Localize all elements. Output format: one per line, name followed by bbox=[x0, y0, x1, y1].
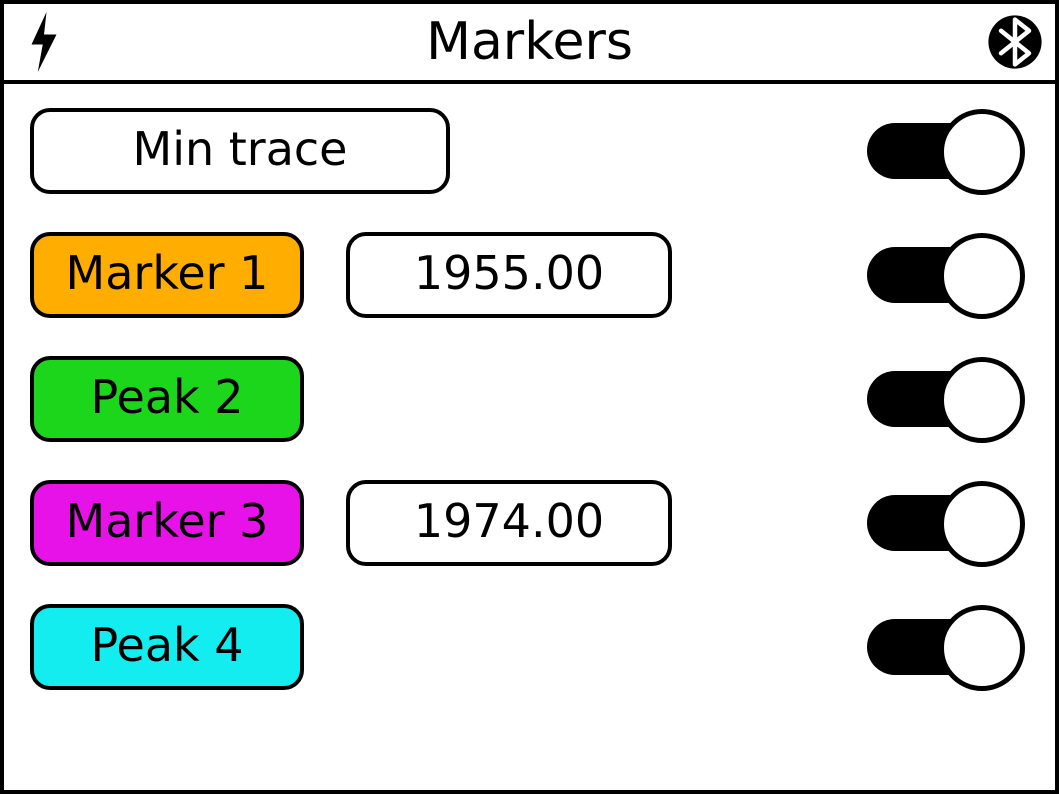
page-title: Markers bbox=[4, 12, 1055, 72]
min-trace-button[interactable]: Min trace bbox=[30, 108, 450, 194]
top-bar: Markers bbox=[4, 4, 1055, 80]
peak-2-button[interactable]: Peak 2 bbox=[30, 356, 304, 442]
flash-icon bbox=[16, 14, 72, 70]
row-marker-1: Marker 1 1955.00 bbox=[30, 232, 1025, 318]
marker-1-button[interactable]: Marker 1 bbox=[30, 232, 304, 318]
marker-3-value[interactable]: 1974.00 bbox=[346, 480, 672, 566]
bluetooth-icon bbox=[987, 14, 1043, 70]
marker-1-toggle[interactable] bbox=[865, 233, 1025, 317]
device-frame: Markers Min trace Marker 1 1955.00 Peak bbox=[0, 0, 1059, 794]
row-peak-2: Peak 2 bbox=[30, 356, 1025, 442]
peak-2-toggle[interactable] bbox=[865, 357, 1025, 441]
row-marker-3: Marker 3 1974.00 bbox=[30, 480, 1025, 566]
marker-3-toggle[interactable] bbox=[865, 481, 1025, 565]
row-min-trace: Min trace bbox=[30, 108, 1025, 194]
row-peak-4: Peak 4 bbox=[30, 604, 1025, 690]
marker-1-value[interactable]: 1955.00 bbox=[346, 232, 672, 318]
min-trace-toggle[interactable] bbox=[865, 109, 1025, 193]
peak-4-button[interactable]: Peak 4 bbox=[30, 604, 304, 690]
peak-4-toggle[interactable] bbox=[865, 605, 1025, 689]
marker-3-button[interactable]: Marker 3 bbox=[30, 480, 304, 566]
content-area: Min trace Marker 1 1955.00 Peak 2 Marker… bbox=[4, 80, 1055, 790]
